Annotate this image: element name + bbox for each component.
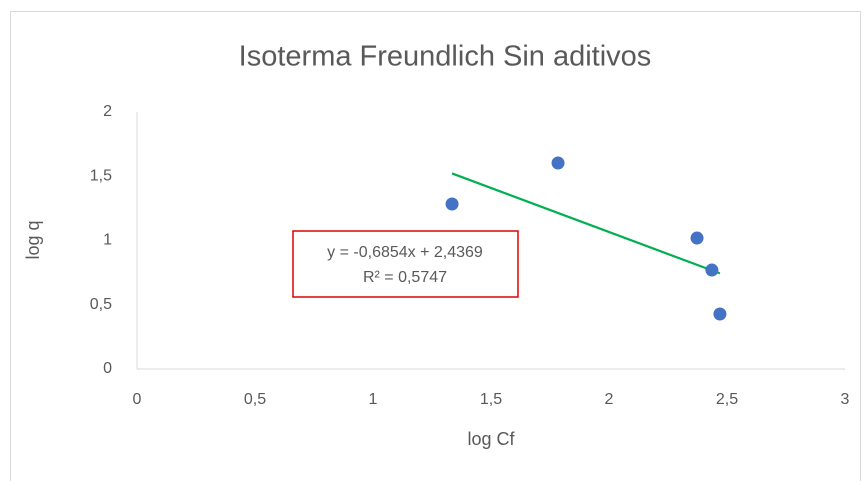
y-axis-label: log q [23,220,43,259]
trendline [451,172,721,275]
x-tick-label: 2 [605,391,614,408]
chart-title: Isoterma Freundlich Sin aditivos [239,41,652,73]
x-tick-label: 2,5 [716,391,738,408]
y-tick-label: 2 [103,103,112,120]
equation-box [292,230,519,298]
x-tick-label: 1 [369,391,378,408]
data-point [705,263,719,277]
x-tick-label: 0,5 [244,391,266,408]
x-tick-label: 0 [133,391,142,408]
y-tick-label: 0 [103,360,112,377]
x-axis-label: log Cf [467,429,515,449]
trendline-r2: R² = 0,5747 [363,269,447,286]
data-point [445,197,459,211]
data-point [551,156,565,170]
y-tick-label: 0,5 [90,296,112,313]
y-tick-label: 1,5 [90,167,112,184]
y-tick-label: 1 [103,232,112,249]
data-point [690,231,704,245]
data-point [713,307,727,321]
trendline-equation: y = -0,6854x + 2,4369 [327,244,483,261]
x-tick-label: 3 [841,391,850,408]
x-tick-label: 1,5 [480,391,502,408]
